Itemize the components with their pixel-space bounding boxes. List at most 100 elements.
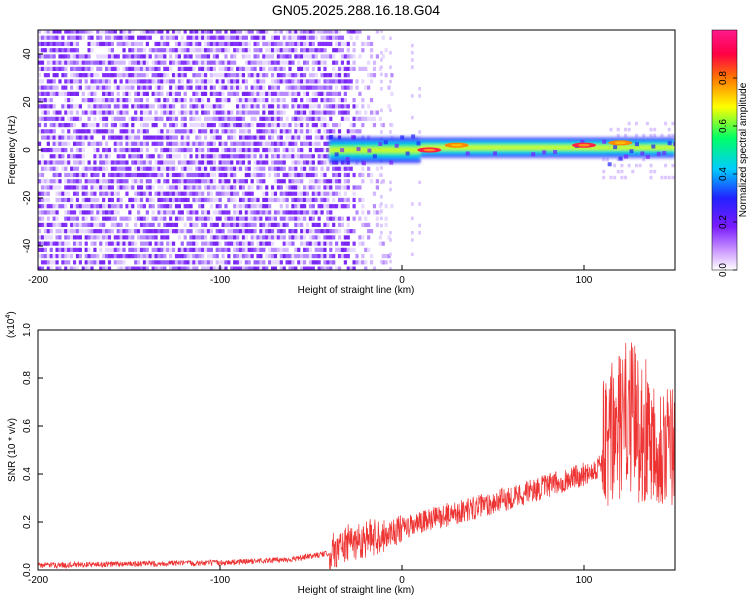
- spectrogram-cell: [96, 204, 100, 209]
- spectrogram-cell: [326, 147, 330, 153]
- spectrogram-cell: [195, 254, 199, 259]
- spectrogram-cell: [183, 147, 187, 153]
- spectrogram-cell: [122, 147, 126, 153]
- spectrogram-cell: [627, 121, 631, 126]
- spectrogram-cell: [58, 110, 62, 115]
- spectrogram-cell: [142, 48, 147, 53]
- spectrogram-cell: [104, 235, 109, 240]
- snr-y-tick-label: 0.8: [22, 371, 33, 385]
- spectrogram-cell: [380, 58, 383, 62]
- spectrogram-cell: [291, 197, 295, 203]
- spectrogram-cell: [218, 141, 222, 146]
- spectrogram-cell: [311, 229, 315, 234]
- spectrogram-cell: [317, 41, 321, 47]
- spectrogram-cell: [203, 222, 208, 228]
- spectrogram-cell: [99, 98, 103, 103]
- spectrogram-cell: [99, 204, 103, 209]
- signal-band-segment: [420, 145, 675, 150]
- spectrogram-cell: [364, 85, 368, 90]
- spectrogram-cell: [160, 260, 164, 265]
- spectrogram-cell: [107, 154, 112, 159]
- spectrogram-cell: [110, 135, 114, 140]
- spectrogram-cell: [279, 122, 283, 128]
- spectrogram-cell: [375, 179, 379, 184]
- spectrogram-cell: [58, 172, 62, 178]
- spectrogram-cell: [265, 54, 269, 59]
- spectrogram-cell: [218, 216, 222, 221]
- spectrogram-cell: [96, 79, 100, 84]
- spectrogram-cell: [171, 141, 176, 146]
- spectrogram-cell: [46, 66, 50, 72]
- spectrogram-cell: [104, 104, 109, 109]
- spectrogram-cell: [171, 129, 176, 134]
- spectrogram-cell: [218, 30, 222, 34]
- spectrogram-cell: [198, 216, 202, 221]
- spectrogram-cell: [241, 191, 246, 196]
- spectrogram-cell: [308, 141, 313, 146]
- spectrogram-cell: [169, 104, 173, 109]
- spectrogram-cell: [113, 172, 117, 178]
- spectrogram-cell: [171, 247, 176, 252]
- spectrogram-cell: [52, 222, 56, 228]
- spectrogram-cell: [206, 185, 211, 190]
- spectrogram-cell: [139, 241, 144, 246]
- spectrogram-cell: [104, 116, 109, 121]
- spectrogram-cell: [238, 122, 243, 128]
- spectrogram-cell: [40, 179, 45, 184]
- spectrogram-cell: [320, 85, 324, 90]
- spectrogram-cell: [107, 110, 112, 115]
- spectrogram-cell: [49, 147, 53, 153]
- spectrogram-cell: [203, 54, 208, 59]
- spectrogram-cell: [323, 147, 327, 153]
- spectrogram-cell: [340, 254, 345, 259]
- spectrogram-cell: [209, 260, 214, 265]
- spectrogram-cell: [238, 104, 243, 109]
- spectrogram-cell: [244, 141, 248, 146]
- spectrogram-cell: [276, 172, 280, 178]
- spectrogram-cell: [139, 60, 144, 65]
- spectrogram-cell: [238, 147, 243, 153]
- spectrogram-cell: [119, 222, 123, 228]
- spectrogram-cell: [180, 179, 184, 184]
- spectrogram-cell: [186, 241, 190, 246]
- spectrogram-cell: [99, 104, 103, 109]
- spectrogram-cell: [49, 154, 53, 159]
- spectrogram-cell: [282, 172, 286, 178]
- signal-band-speck: [667, 141, 672, 146]
- spectrogram-cell: [102, 54, 106, 59]
- spectrogram-cell: [332, 104, 336, 109]
- spectrogram-cell: [294, 172, 298, 178]
- spectrogram-cell: [262, 235, 266, 240]
- spectrogram-cell: [122, 216, 126, 221]
- spectrogram-cell: [110, 73, 114, 78]
- spectrogram-cell: [157, 85, 161, 90]
- spectrogram-cell: [314, 166, 318, 171]
- spectrogram-cell: [389, 187, 392, 192]
- spectrogram-cell: [58, 135, 62, 140]
- spectrogram-cell: [302, 191, 307, 196]
- spectrogram-cell: [201, 241, 205, 246]
- spectrogram-cell: [375, 30, 379, 34]
- spectrogram-cell: [250, 254, 254, 259]
- spectrogram-cell: [116, 66, 120, 72]
- spectrogram-cell: [323, 41, 327, 47]
- spectrogram-cell: [343, 79, 347, 84]
- spectrogram-cell: [96, 35, 100, 40]
- spectrogram-cell: [358, 91, 362, 96]
- spectrogram-cell: [96, 166, 100, 171]
- spectrogram-cell: [125, 41, 129, 47]
- spectrogram-cell: [305, 266, 310, 270]
- spectrogram-cell: [300, 122, 304, 128]
- spectrogram-cell: [78, 54, 82, 59]
- spectrogram-cell: [192, 41, 196, 47]
- spectrogram-cell: [300, 204, 304, 209]
- spectrogram-cell: [160, 210, 164, 215]
- spectrogram-cell: [326, 235, 330, 240]
- spectrogram-cell: [279, 179, 283, 184]
- spectrogram-cell: [131, 41, 135, 47]
- spectrogram-cell: [198, 41, 202, 47]
- spectrogram-cell: [90, 66, 94, 72]
- spectrogram-cell: [180, 66, 184, 72]
- spectrogram-cell: [218, 60, 222, 65]
- spectrogram-cell: [389, 267, 392, 270]
